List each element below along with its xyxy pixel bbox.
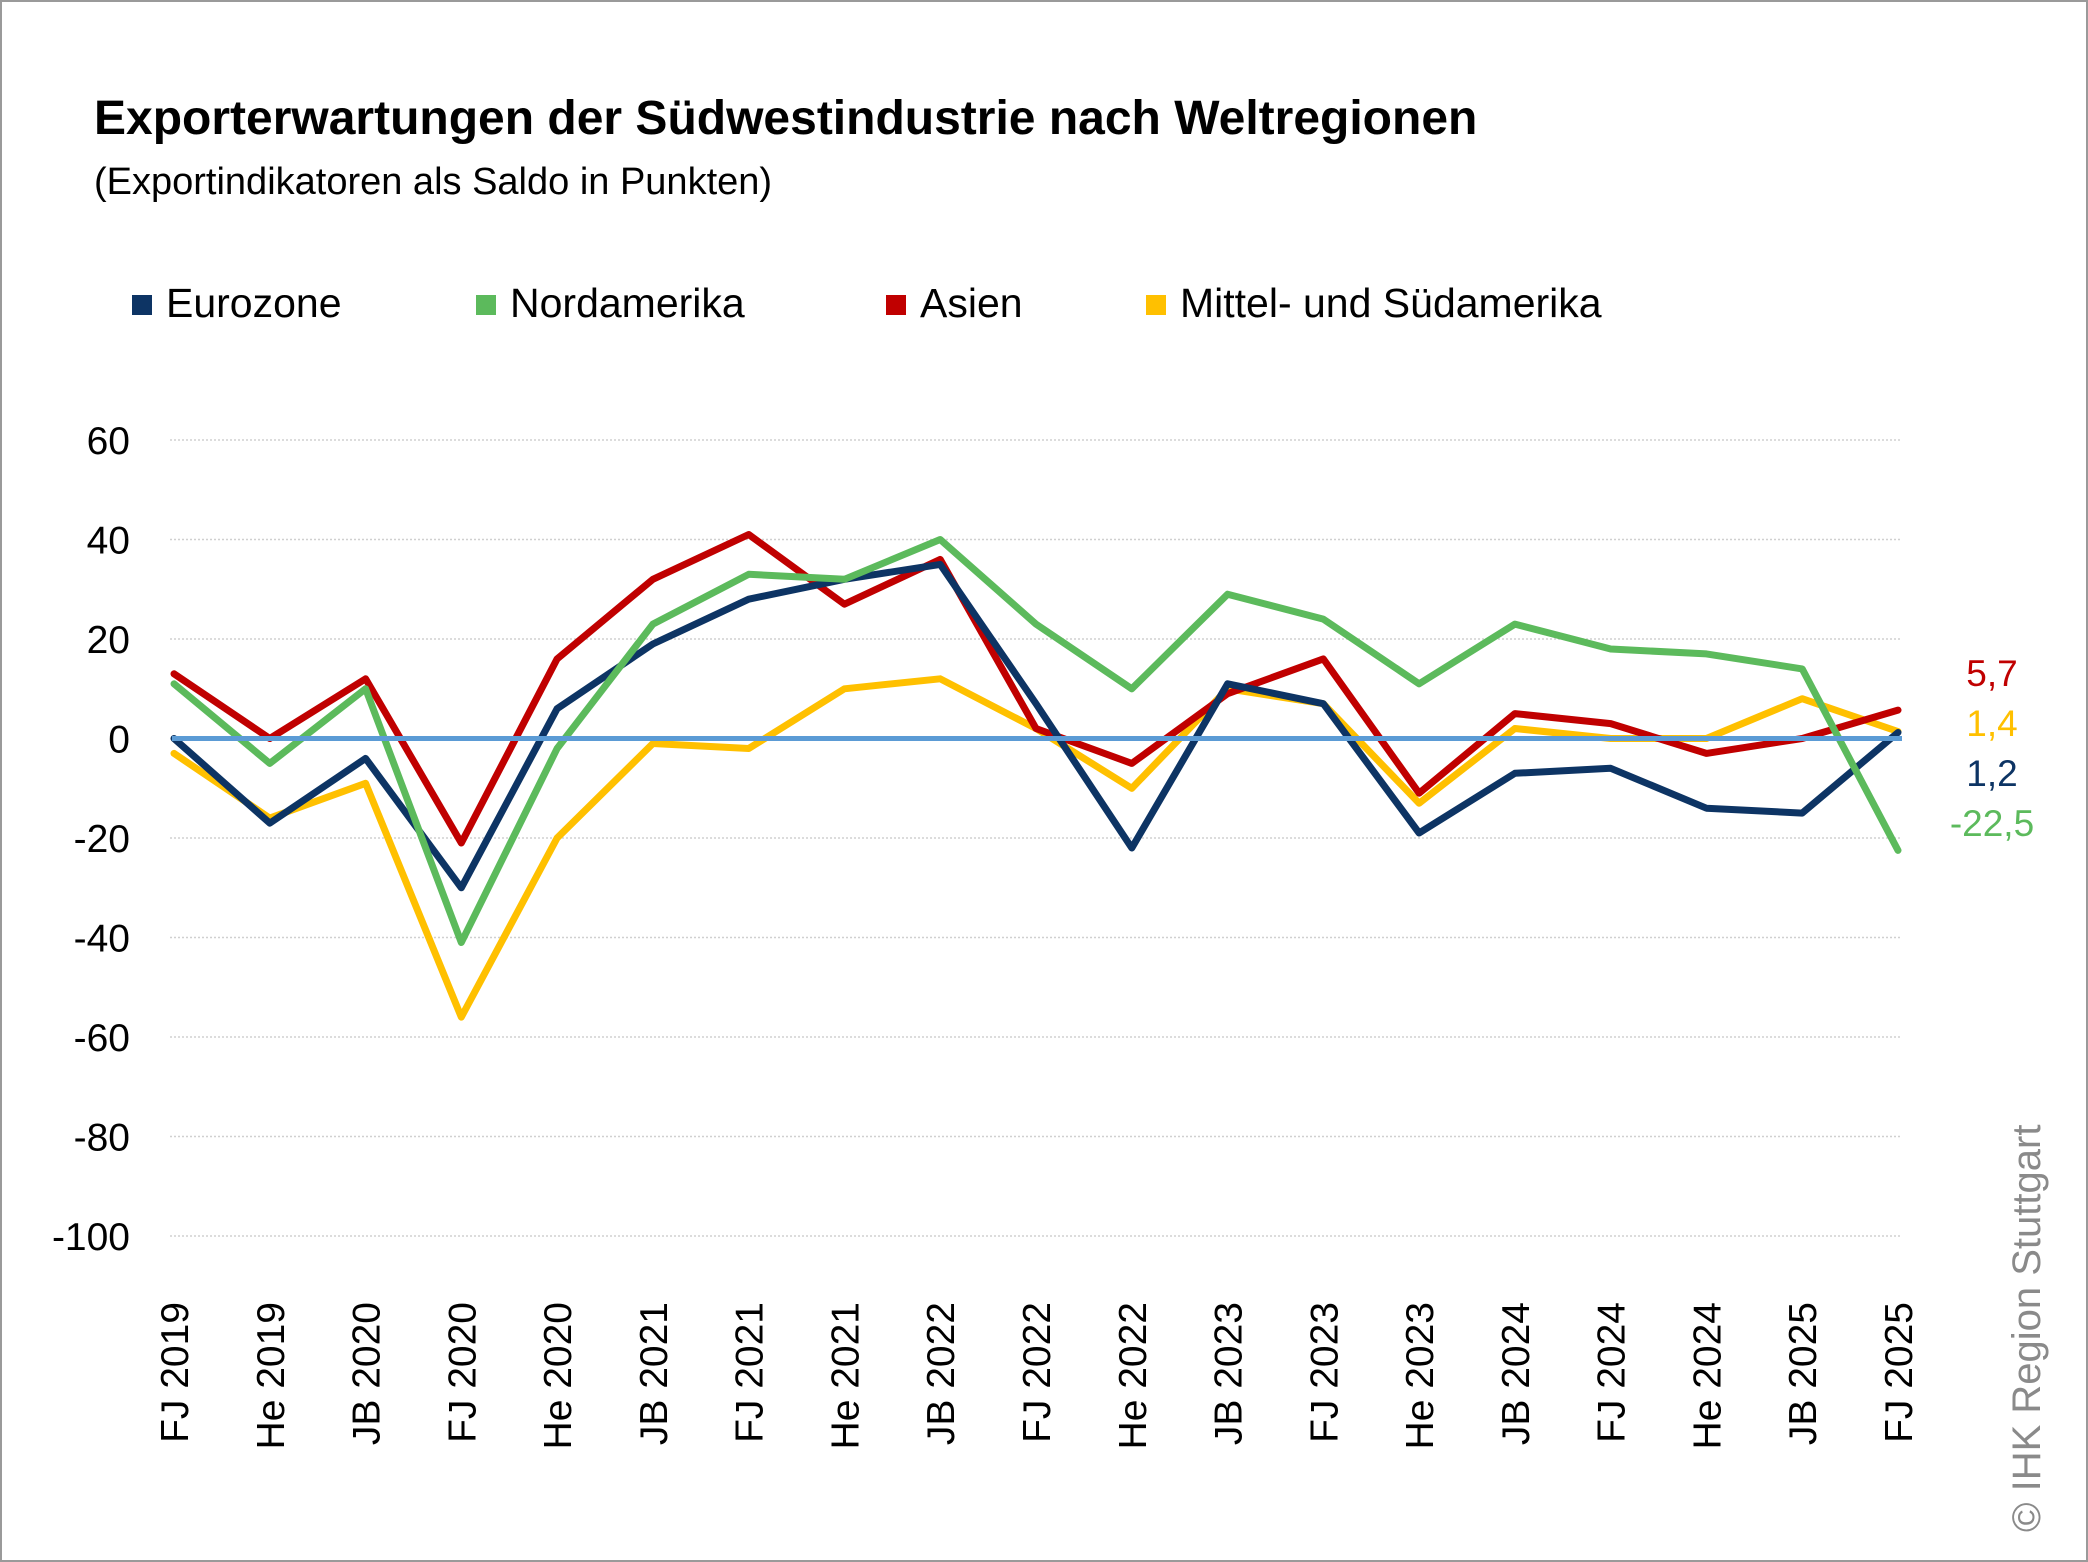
legend-item: Mittel- und Südamerika bbox=[1146, 280, 1602, 326]
y-tick-label: -20 bbox=[74, 818, 130, 861]
series-lines bbox=[170, 531, 1902, 1021]
end-value-label: 1,4 bbox=[1966, 703, 2017, 744]
y-tick-label: -80 bbox=[74, 1117, 130, 1160]
x-tick-label: He 2020 bbox=[537, 1302, 580, 1449]
y-tick-label: -40 bbox=[74, 918, 130, 961]
x-tick-label: FJ 2024 bbox=[1591, 1302, 1634, 1443]
x-tick-label: FJ 2023 bbox=[1303, 1302, 1346, 1443]
x-tick-label: FJ 2021 bbox=[729, 1302, 772, 1443]
legend-item: Eurozone bbox=[132, 280, 342, 326]
x-tick-label: FJ 2022 bbox=[1016, 1302, 1059, 1443]
y-tick-label: 60 bbox=[87, 420, 130, 463]
x-tick-label: He 2024 bbox=[1686, 1302, 1729, 1449]
legend-item: Nordamerika bbox=[476, 280, 745, 326]
y-tick-label: 40 bbox=[87, 520, 130, 563]
x-tick-label: JB 2025 bbox=[1782, 1302, 1825, 1445]
legend-swatch bbox=[476, 295, 496, 315]
x-tick-label: JB 2022 bbox=[920, 1302, 963, 1445]
series-line-nordamerika bbox=[170, 536, 1902, 946]
legend-item: Asien bbox=[886, 280, 1023, 326]
y-tick-label: 20 bbox=[87, 619, 130, 662]
legend-label: Mittel- und Südamerika bbox=[1180, 280, 1602, 326]
chart-title: Exporterwartungen der Südwestindustrie n… bbox=[94, 92, 1477, 145]
series-line-eurozone bbox=[170, 560, 1902, 892]
x-tick-label: He 2021 bbox=[824, 1302, 867, 1449]
legend: Eurozone Nordamerika Asien Mittel- und Süda… bbox=[132, 280, 1602, 326]
legend-label: Asien bbox=[920, 280, 1023, 326]
legend-swatch bbox=[132, 295, 152, 315]
x-tick-label: He 2022 bbox=[1112, 1302, 1155, 1449]
x-tick-label: He 2019 bbox=[250, 1302, 293, 1449]
end-labels: 5,7 1,4 1,2 -22,5 bbox=[1950, 653, 2034, 844]
x-tick-label: JB 2024 bbox=[1495, 1302, 1538, 1445]
series-line-asien bbox=[170, 531, 1902, 847]
legend-swatch bbox=[886, 295, 906, 315]
y-axis: 60 40 20 0 -20 -40 -60 -80 -100 bbox=[52, 420, 130, 1259]
x-tick-label: FJ 2020 bbox=[441, 1302, 484, 1443]
x-tick-label: JB 2021 bbox=[633, 1302, 676, 1445]
y-tick-label: -60 bbox=[74, 1017, 130, 1060]
y-tick-label: 0 bbox=[108, 719, 130, 762]
y-tick-label: -100 bbox=[52, 1216, 130, 1259]
end-value-label: 5,7 bbox=[1966, 653, 2017, 694]
x-axis: FJ 2019 He 2019 JB 2020 FJ 2020 He 2020 JB 20… bbox=[154, 1302, 1921, 1449]
x-tick-label: FJ 2025 bbox=[1878, 1302, 1921, 1443]
gridlines bbox=[170, 439, 1902, 1237]
x-tick-label: JB 2023 bbox=[1208, 1302, 1251, 1445]
x-tick-label: FJ 2019 bbox=[154, 1302, 197, 1443]
end-value-label: -22,5 bbox=[1950, 803, 2034, 844]
end-value-label: 1,2 bbox=[1966, 753, 2017, 794]
copyright-text: © IHK Region Stuttgart bbox=[2005, 1125, 2049, 1532]
x-tick-label: JB 2020 bbox=[346, 1302, 389, 1445]
chart-subtitle: (Exportindikatoren als Saldo in Punkten) bbox=[94, 161, 772, 203]
legend-swatch bbox=[1146, 295, 1166, 315]
legend-label: Nordamerika bbox=[510, 280, 745, 326]
x-tick-label: He 2023 bbox=[1399, 1302, 1442, 1449]
legend-label: Eurozone bbox=[166, 280, 342, 326]
